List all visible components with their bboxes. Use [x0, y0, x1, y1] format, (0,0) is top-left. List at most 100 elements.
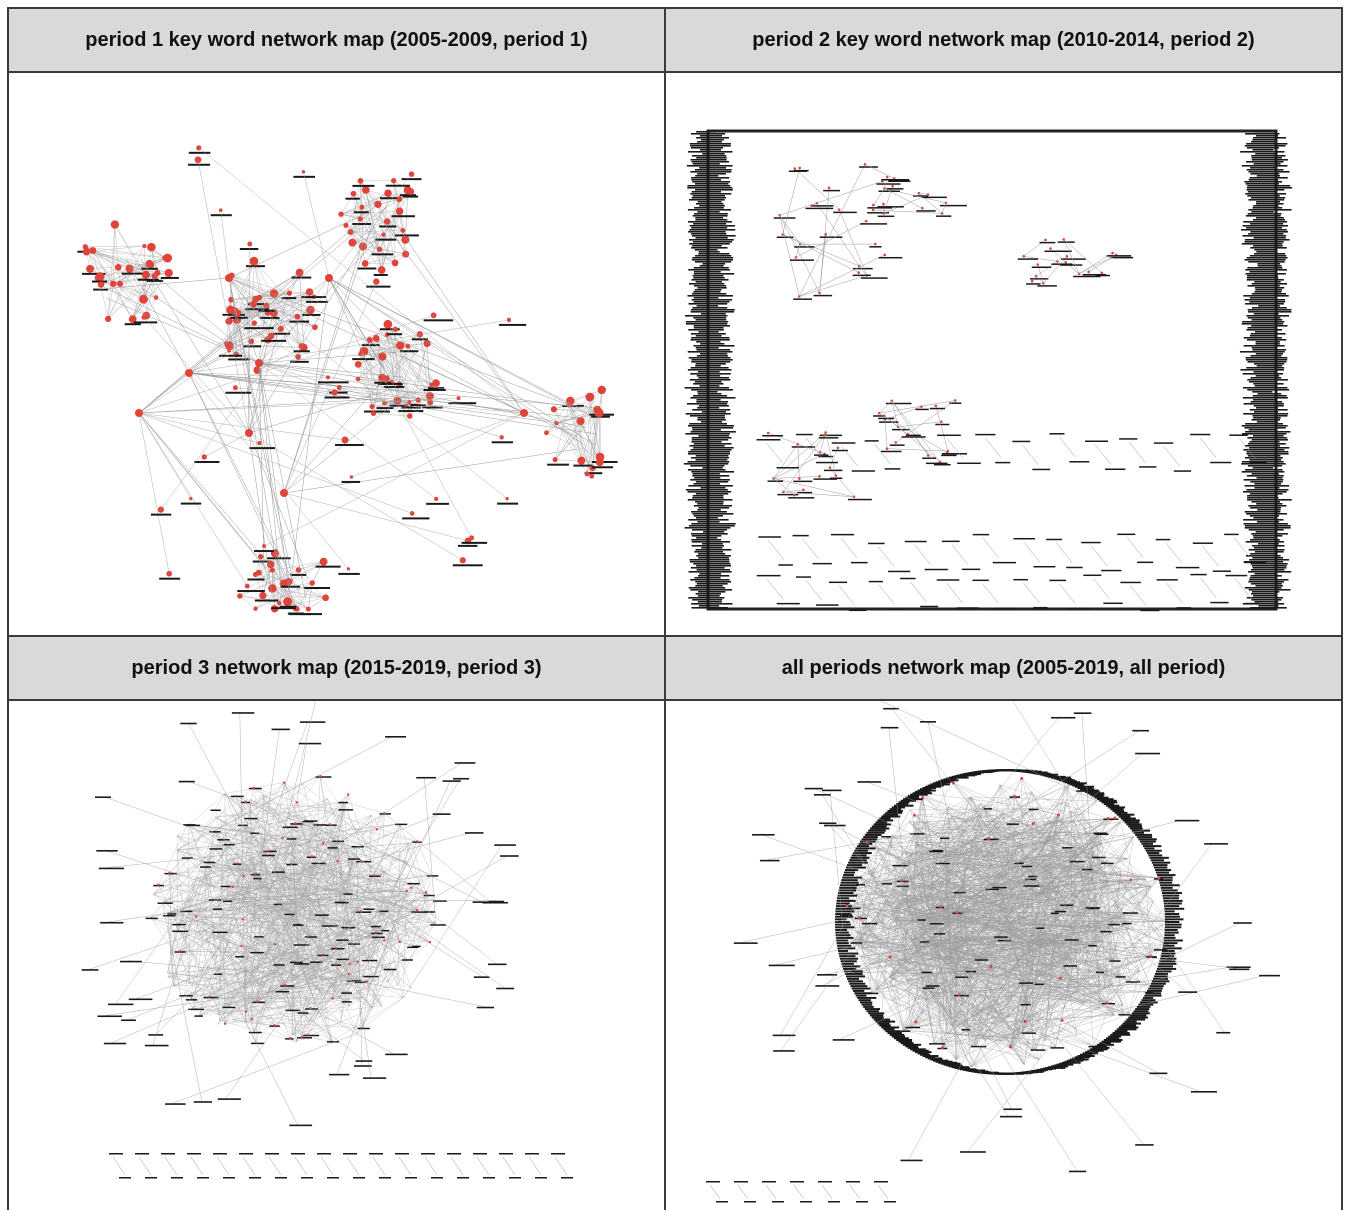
node-label-mark — [1249, 429, 1278, 431]
node-label-mark — [686, 323, 727, 325]
node-label-mark — [696, 537, 717, 539]
network-node — [507, 318, 511, 322]
network-node — [865, 220, 868, 223]
node-label-mark — [1244, 181, 1282, 183]
network-edge — [1024, 542, 1040, 562]
node-label-mark — [837, 897, 849, 899]
node-label-mark — [1249, 459, 1281, 461]
panel-1-network-map — [9, 73, 664, 635]
network-edge — [875, 444, 891, 464]
node-label-mark — [793, 481, 812, 483]
network-node — [115, 264, 122, 271]
node-label-mark — [887, 188, 904, 190]
node-label-mark — [1143, 997, 1153, 999]
node-label-mark — [1243, 413, 1288, 415]
node-label-mark — [1250, 177, 1288, 179]
node-label-mark — [838, 895, 858, 897]
node-label-mark — [1083, 575, 1101, 577]
network-node — [391, 178, 396, 183]
network-node — [798, 167, 801, 170]
node-label-mark — [1018, 258, 1038, 260]
node-label-mark — [293, 176, 315, 178]
node-label-mark — [1255, 385, 1275, 387]
network-node — [425, 891, 427, 893]
node-label-mark — [455, 762, 476, 764]
network-edge — [1095, 445, 1111, 465]
node-label-mark — [1165, 932, 1179, 934]
node-label-mark — [1246, 357, 1288, 359]
node-label-mark — [179, 781, 195, 783]
node-label-mark — [690, 589, 732, 591]
node-label-mark — [1190, 434, 1210, 436]
node-label-mark — [378, 383, 403, 385]
network-node — [407, 188, 414, 195]
network-edge — [554, 409, 582, 460]
network-node — [335, 963, 337, 965]
node-label-mark — [700, 353, 727, 355]
node-label-mark — [687, 187, 732, 189]
node-label-mark — [701, 313, 726, 315]
network-node — [355, 361, 362, 368]
network-edge — [308, 583, 312, 609]
network-edge — [1032, 971, 1139, 1050]
node-label-mark — [1249, 462, 1266, 464]
node-label-mark — [1248, 465, 1282, 467]
node-label-mark — [1242, 323, 1283, 325]
node-label-mark — [696, 137, 729, 139]
node-label-mark — [1147, 852, 1159, 854]
node-label-mark — [186, 999, 197, 1001]
node-label-mark — [1252, 557, 1283, 559]
node-label-mark — [1157, 579, 1178, 581]
node-label-mark — [291, 1153, 305, 1155]
node-label-mark — [892, 806, 905, 808]
node-label-mark — [877, 1023, 889, 1025]
network-node — [802, 489, 805, 492]
node-label-mark — [692, 191, 721, 193]
network-node — [329, 823, 331, 825]
network-edge — [799, 275, 867, 296]
network-node — [921, 207, 924, 210]
node-label-mark — [1254, 249, 1277, 251]
network-edge — [878, 547, 894, 567]
node-label-mark — [1257, 263, 1280, 265]
network-node — [185, 369, 193, 377]
network-node — [253, 787, 255, 789]
node-label-mark — [1115, 812, 1128, 814]
network-edge — [898, 422, 941, 427]
frame-border — [708, 131, 1276, 609]
node-label-mark — [293, 924, 301, 926]
node-label-mark — [916, 210, 935, 212]
node-label-mark — [1249, 529, 1284, 531]
node-label-mark — [686, 321, 728, 323]
node-label-mark — [691, 147, 723, 149]
node-label-mark — [694, 327, 724, 329]
node-label-mark — [698, 575, 729, 577]
node-label-mark — [835, 932, 848, 934]
node-label-mark — [189, 152, 211, 154]
node-label-mark — [458, 545, 478, 547]
network-node — [251, 1018, 253, 1020]
node-label-mark — [699, 605, 719, 607]
node-label-mark — [1253, 395, 1287, 397]
node-label-mark — [473, 901, 496, 903]
network-edge — [1129, 442, 1145, 462]
node-label-mark — [697, 583, 728, 585]
network-node — [1044, 239, 1047, 242]
node-label-mark — [872, 825, 887, 827]
network-edge — [503, 1157, 515, 1175]
network-edge — [1200, 578, 1216, 598]
node-label-mark — [696, 555, 731, 557]
node-label-mark — [1249, 579, 1288, 581]
node-label-mark — [856, 847, 876, 849]
network-edge — [139, 413, 272, 567]
network-node — [322, 594, 329, 601]
node-label-mark — [1250, 493, 1282, 495]
node-label-mark — [1257, 175, 1280, 177]
node-label-mark — [1256, 353, 1283, 355]
node-label-mark — [316, 566, 341, 568]
network-node — [307, 1034, 309, 1036]
node-label-mark — [374, 274, 388, 276]
node-label-mark — [95, 796, 111, 798]
network-edge — [1089, 255, 1117, 272]
network-node — [257, 441, 261, 445]
